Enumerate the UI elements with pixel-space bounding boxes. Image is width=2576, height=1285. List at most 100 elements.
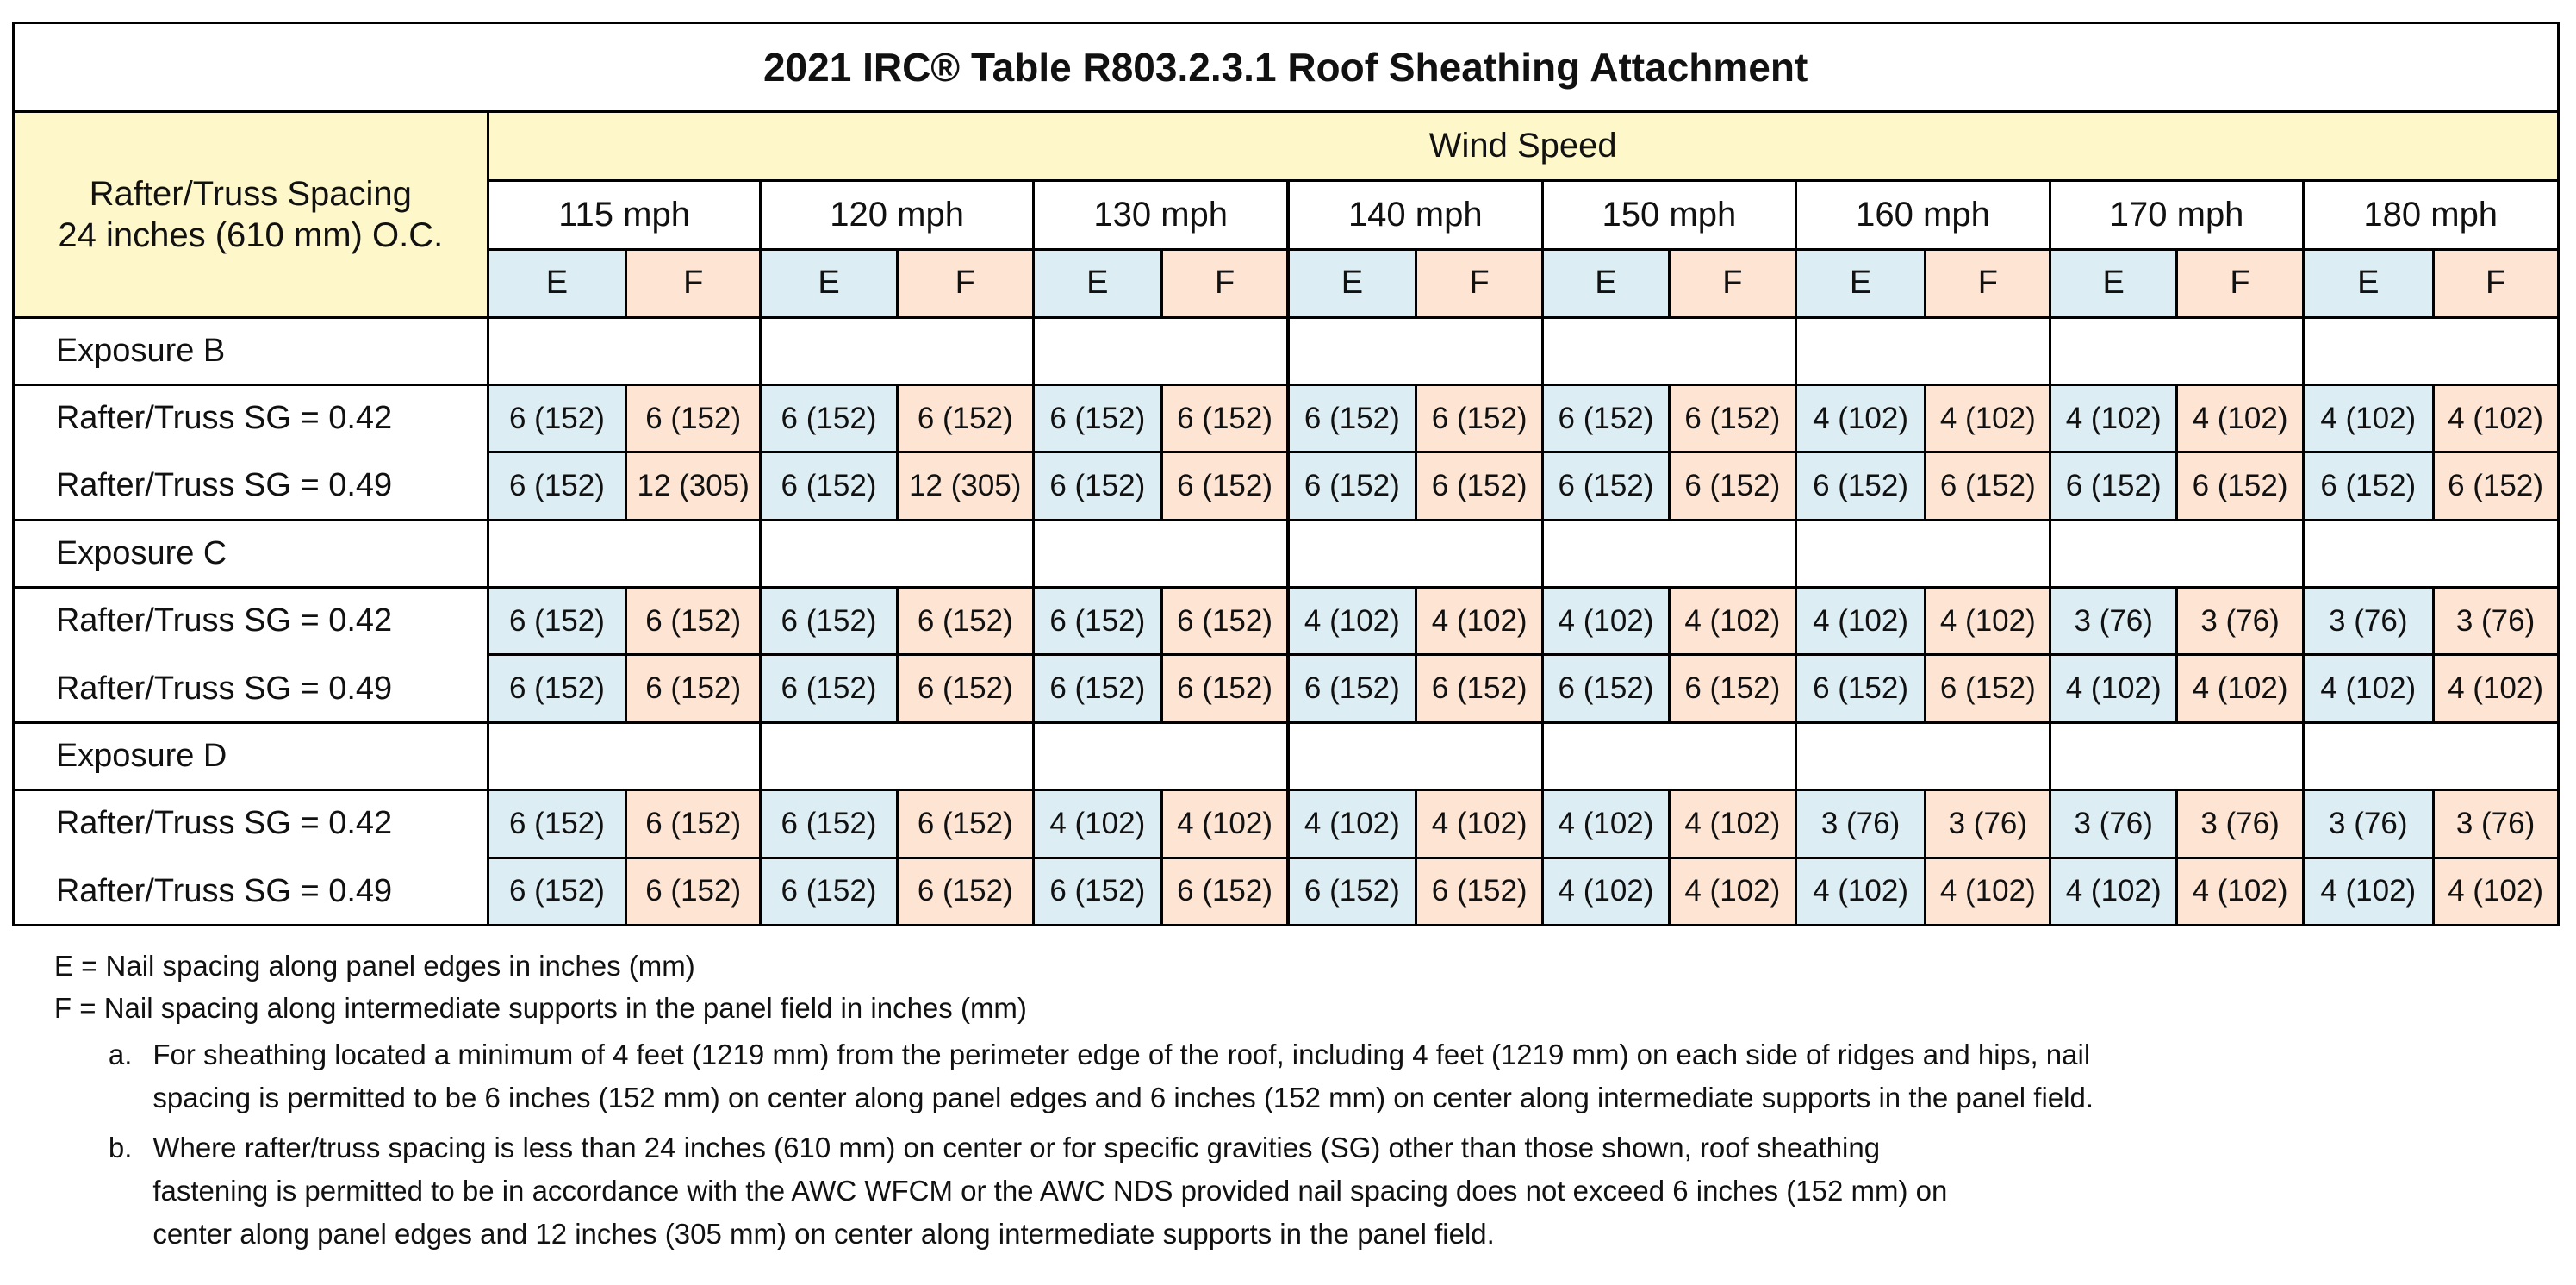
value-cell: 12 (305) <box>625 451 762 521</box>
value-cell: 6 (152) <box>1286 856 1418 926</box>
value-cell: 6 (152) <box>1031 586 1163 657</box>
value-cell: 6 (152) <box>1286 383 1418 454</box>
empty-cell <box>1541 315 1797 386</box>
row-label: Rafter/Truss SG = 0.49 <box>55 670 393 707</box>
footnote-marker: b. <box>108 1132 133 1164</box>
value-cell: 6 (152) <box>759 653 899 724</box>
sub-header: F <box>895 248 1035 319</box>
sub-header: F <box>2175 248 2305 319</box>
value-cell: 6 (152) <box>1924 451 2052 521</box>
value-cell: 4 (102) <box>2175 653 2305 724</box>
value-cell: 6 (152) <box>625 653 762 724</box>
value-cell: 6 (152) <box>759 789 899 859</box>
value-cell: 3 (76) <box>2049 586 2179 657</box>
speed-header: 120 mph <box>759 179 1035 252</box>
speed-header: 160 mph <box>1794 179 2052 252</box>
value-cell: 4 (102) <box>2431 653 2560 724</box>
value-cell: 4 (102) <box>1415 586 1545 657</box>
value-cell: 6 (152) <box>895 586 1035 657</box>
value-cell: 4 (102) <box>1794 856 1927 926</box>
empty-cell <box>1794 720 2052 792</box>
value-cell: 6 (152) <box>1415 653 1545 724</box>
empty-cell <box>1286 315 1545 386</box>
value-cell: 6 (152) <box>1667 451 1797 521</box>
empty-cell <box>1286 720 1545 792</box>
speed-header: 115 mph <box>486 179 762 252</box>
empty-cell <box>2049 518 2305 589</box>
value-cell: 6 (152) <box>625 586 762 657</box>
row-label: Rafter/Truss SG = 0.42 <box>55 602 393 639</box>
value-cell: 6 (152) <box>486 653 628 724</box>
value-cell: 6 (152) <box>2431 451 2560 521</box>
sub-header: E <box>1286 248 1418 319</box>
value-cell: 6 (152) <box>1160 383 1290 454</box>
empty-cell <box>1794 518 2052 589</box>
value-cell: 6 (152) <box>1031 856 1163 926</box>
value-cell: 6 (152) <box>486 856 628 926</box>
row-label-cell <box>11 383 489 521</box>
empty-cell <box>486 518 762 589</box>
value-cell: 6 (152) <box>486 586 628 657</box>
value-cell: 6 (152) <box>1794 451 1927 521</box>
value-cell: 6 (152) <box>1541 653 1671 724</box>
row-label: Rafter/Truss SG = 0.42 <box>55 805 393 842</box>
corner-line: 24 inches (610 mm) O.C. <box>58 215 444 254</box>
empty-cell <box>2301 720 2560 792</box>
sub-header: E <box>486 248 628 319</box>
value-cell: 4 (102) <box>1924 586 2052 657</box>
empty-cell <box>2049 720 2305 792</box>
value-cell: 4 (102) <box>1541 856 1671 926</box>
sub-header: E <box>2301 248 2435 319</box>
value-cell: 4 (102) <box>2049 383 2179 454</box>
empty-cell <box>1541 518 1797 589</box>
empty-cell <box>1541 720 1797 792</box>
sub-header: F <box>1667 248 1797 319</box>
value-cell: 4 (102) <box>2301 383 2435 454</box>
footnote-line: Where rafter/truss spacing is less than … <box>152 1132 1881 1164</box>
value-cell: 6 (152) <box>486 383 628 454</box>
empty-cell <box>1031 720 1290 792</box>
value-cell: 4 (102) <box>2049 653 2179 724</box>
value-cell: 4 (102) <box>1415 789 1545 859</box>
sub-header: E <box>759 248 899 319</box>
value-cell: 4 (102) <box>1541 586 1671 657</box>
value-cell: 6 (152) <box>1160 451 1290 521</box>
sub-header: E <box>1031 248 1163 319</box>
speed-header: 170 mph <box>2049 179 2305 252</box>
value-cell: 4 (102) <box>1794 383 1927 454</box>
value-cell: 6 (152) <box>486 451 628 521</box>
value-cell: 6 (152) <box>625 383 762 454</box>
value-cell: 6 (152) <box>1031 451 1163 521</box>
value-cell: 4 (102) <box>1286 789 1418 859</box>
value-cell: 6 (152) <box>759 586 899 657</box>
speed-header: 140 mph <box>1286 179 1545 252</box>
sub-header: F <box>1415 248 1545 319</box>
empty-cell <box>1286 518 1545 589</box>
value-cell: 6 (152) <box>625 789 762 859</box>
value-cell: 6 (152) <box>625 856 762 926</box>
value-cell: 4 (102) <box>1667 789 1797 859</box>
value-cell: 4 (102) <box>1794 586 1927 657</box>
value-cell: 6 (152) <box>1667 383 1797 454</box>
value-cell: 4 (102) <box>1924 856 2052 926</box>
value-cell: 4 (102) <box>2175 383 2305 454</box>
value-cell: 4 (102) <box>2431 856 2560 926</box>
empty-cell <box>1031 315 1290 386</box>
footnote-line: fastening is permitted to be in accordan… <box>152 1175 1948 1207</box>
row-label: Rafter/Truss SG = 0.42 <box>55 400 393 437</box>
sub-header: E <box>1541 248 1671 319</box>
value-cell: 6 (152) <box>1031 653 1163 724</box>
empty-cell <box>2301 315 2560 386</box>
value-cell: 3 (76) <box>2175 586 2305 657</box>
empty-cell <box>759 720 1035 792</box>
value-cell: 4 (102) <box>2175 856 2305 926</box>
value-cell: 6 (152) <box>1031 383 1163 454</box>
value-cell: 6 (152) <box>1160 856 1290 926</box>
value-cell: 3 (76) <box>1924 789 2052 859</box>
value-cell: 6 (152) <box>1415 856 1545 926</box>
footnote-line: center along panel edges and 12 inches (… <box>152 1218 1495 1251</box>
value-cell: 4 (102) <box>1031 789 1163 859</box>
empty-cell <box>1031 518 1290 589</box>
footnote-marker: a. <box>108 1039 133 1071</box>
